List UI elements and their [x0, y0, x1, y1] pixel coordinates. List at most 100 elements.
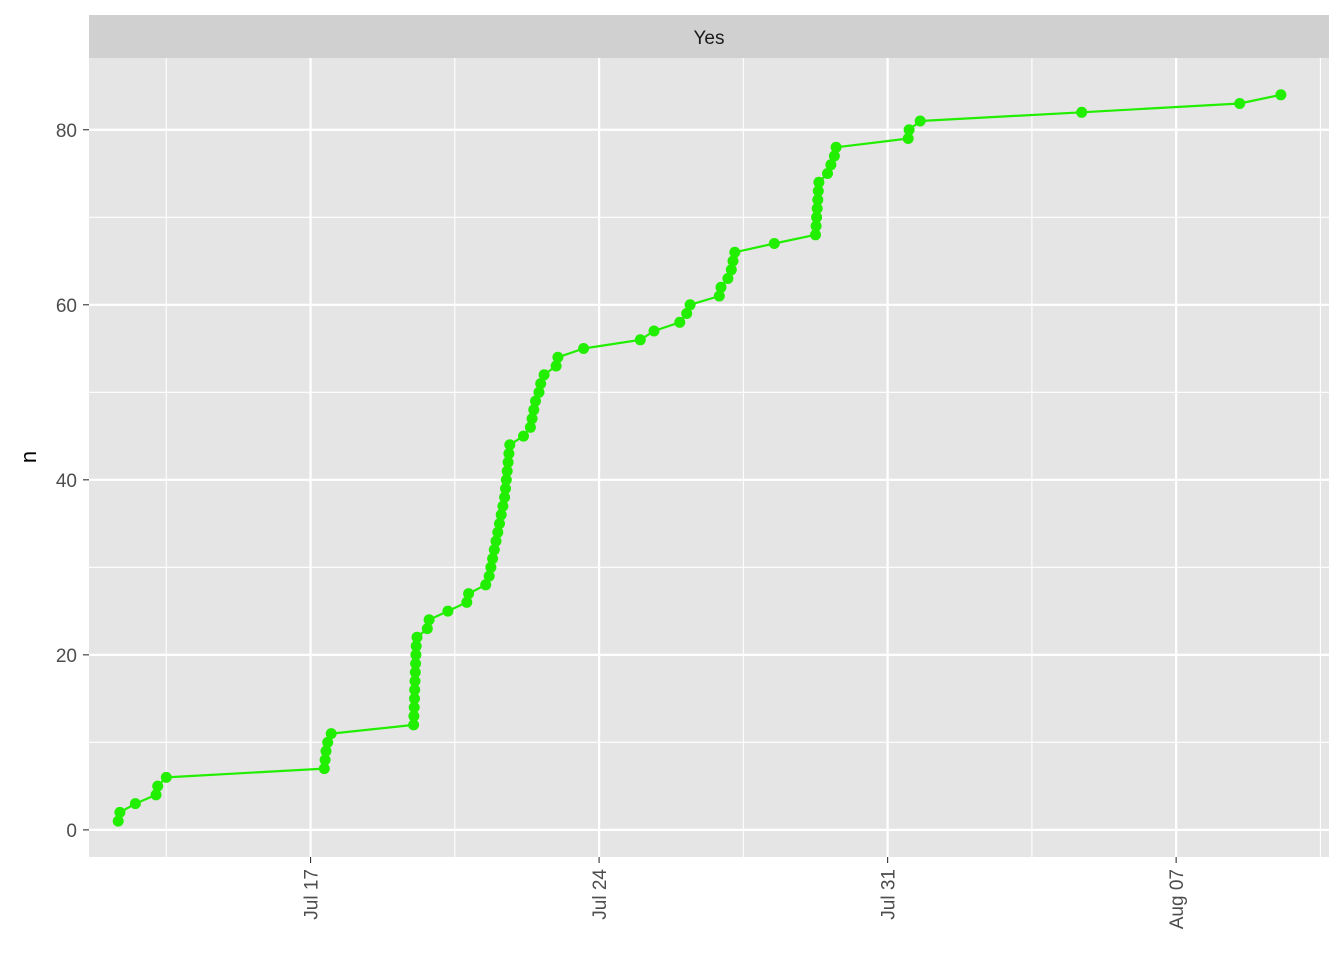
gridlines — [89, 58, 1329, 857]
data-point — [810, 229, 821, 241]
data-point — [813, 176, 825, 188]
facet-strip — [89, 15, 1329, 58]
data-point — [129, 798, 141, 810]
data-point — [322, 736, 334, 748]
data-point — [411, 631, 423, 643]
data-point — [1076, 106, 1088, 118]
x-tick-label: Aug 07 — [1167, 869, 1188, 929]
data-point — [410, 658, 422, 670]
data-point — [112, 815, 124, 827]
data-point — [408, 710, 420, 722]
data-point — [729, 246, 741, 258]
data-point — [499, 491, 511, 503]
data-point — [492, 526, 504, 538]
data-point — [114, 806, 126, 818]
data-point — [518, 430, 529, 442]
data-point — [408, 701, 420, 713]
y-tick-label: 0 — [66, 821, 77, 842]
x-tick-label: Jul 31 — [879, 869, 900, 920]
data-point — [811, 203, 823, 214]
series-layer — [112, 89, 1287, 827]
x-axis: Jul 17 Jul 24 Jul 31 Aug 07 — [302, 857, 1188, 929]
data-point — [812, 185, 824, 197]
data-point — [903, 124, 915, 136]
data-point — [725, 264, 737, 276]
data-point — [150, 789, 162, 801]
data-point — [483, 570, 495, 582]
data-point — [727, 255, 739, 267]
data-point — [480, 579, 492, 591]
data-point — [423, 614, 435, 626]
data-point — [500, 474, 512, 486]
data-point — [822, 168, 833, 179]
y-tick-label: 60 — [56, 296, 77, 317]
data-point — [463, 588, 475, 600]
data-point — [500, 483, 511, 495]
data-point — [409, 675, 421, 687]
data-point — [442, 605, 454, 617]
data-point — [487, 553, 499, 565]
data-point — [504, 439, 516, 451]
data-point — [528, 404, 540, 416]
data-point — [533, 386, 545, 398]
data-point — [318, 763, 330, 775]
data-point — [410, 649, 422, 661]
data-point — [810, 220, 822, 232]
data-point — [524, 421, 536, 433]
data-point — [409, 693, 420, 705]
data-point — [503, 448, 515, 460]
data-point — [502, 456, 514, 468]
data-point — [722, 273, 734, 284]
data-point — [319, 754, 331, 766]
x-tick-label: Jul 17 — [302, 869, 323, 920]
data-point — [410, 640, 422, 652]
y-axis-title: n — [16, 451, 41, 463]
data-point — [681, 308, 693, 319]
data-point — [578, 343, 590, 354]
data-point — [325, 728, 337, 740]
data-point — [550, 360, 562, 372]
data-point — [830, 141, 842, 153]
data-point — [409, 684, 421, 696]
x-tick-label: Jul 24 — [590, 869, 611, 920]
data-point — [160, 771, 172, 783]
data-point — [526, 413, 538, 425]
data-point — [485, 561, 497, 573]
data-point — [152, 780, 164, 792]
data-point — [634, 334, 646, 346]
y-tick-label: 40 — [56, 471, 77, 492]
data-point — [1275, 89, 1287, 101]
data-point — [812, 194, 824, 206]
data-point — [825, 159, 837, 171]
data-point — [490, 535, 502, 547]
data-point — [715, 281, 727, 293]
data-point — [421, 623, 433, 635]
data-point — [488, 544, 500, 556]
data-point — [914, 115, 926, 127]
data-point — [497, 500, 509, 512]
data-point — [530, 395, 541, 407]
data-point — [684, 299, 696, 311]
facet-strip-label: Yes — [694, 28, 725, 49]
data-point — [811, 211, 823, 223]
y-axis: 0 20 40 60 80 — [56, 121, 89, 842]
data-point — [495, 509, 507, 521]
data-point — [674, 316, 686, 328]
data-point — [713, 290, 725, 302]
data-point — [501, 465, 513, 477]
data-point — [408, 719, 420, 731]
data-point — [535, 378, 547, 390]
data-point — [538, 369, 550, 381]
data-point — [768, 238, 780, 249]
data-point — [828, 150, 840, 162]
data-point — [552, 351, 564, 363]
data-point — [648, 325, 660, 337]
data-point — [461, 596, 473, 608]
data-point — [409, 666, 421, 678]
data-point — [902, 133, 914, 144]
data-point — [1234, 98, 1246, 109]
y-tick-label: 20 — [56, 646, 77, 667]
data-point — [320, 745, 332, 757]
data-point — [494, 518, 505, 530]
